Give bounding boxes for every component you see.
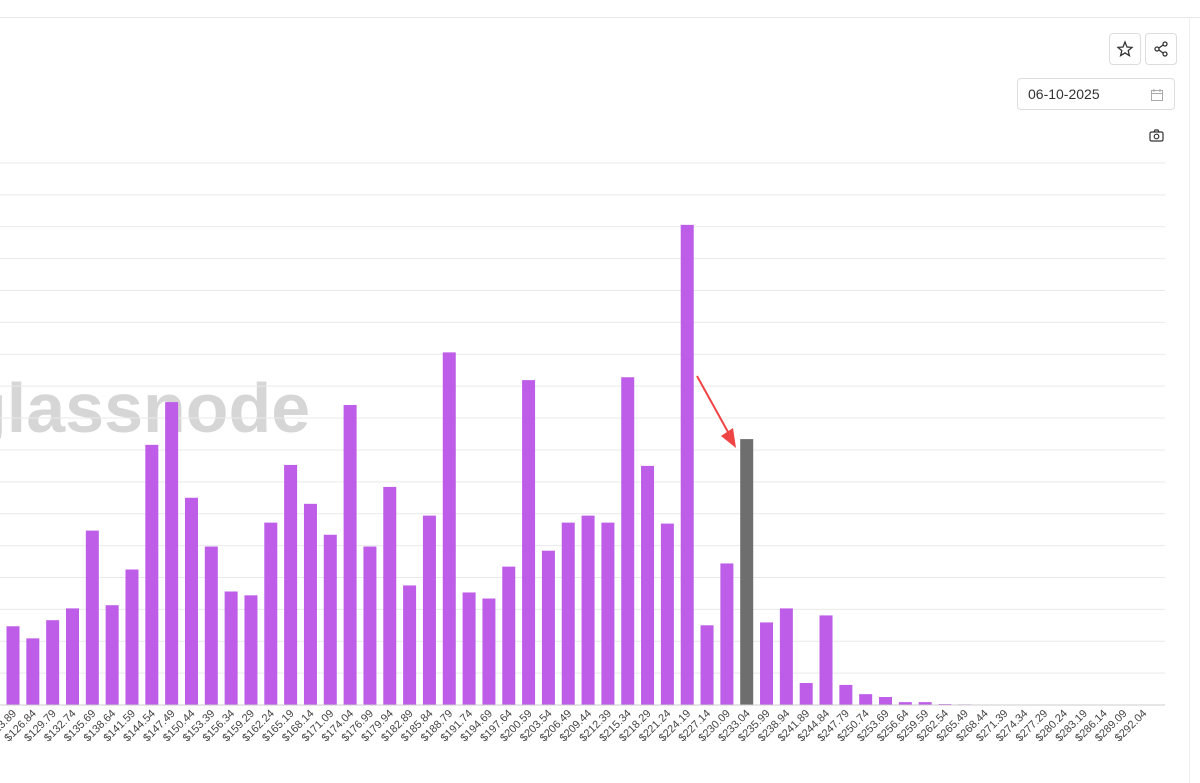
share-icon [1154, 41, 1168, 57]
top-rule [0, 17, 1200, 18]
bar [343, 404, 357, 705]
arrow-head [721, 428, 736, 448]
chart: glassnode $123.89$126.84$129.79$132.74$1… [0, 162, 1165, 744]
favorite-button[interactable] [1109, 33, 1141, 65]
bar [799, 683, 813, 705]
bar [581, 515, 595, 705]
watermark: glassnode [0, 369, 310, 447]
bar [65, 608, 79, 705]
bar [244, 595, 258, 705]
bar [621, 377, 635, 705]
bar [6, 626, 20, 705]
bar [819, 615, 833, 705]
bar [403, 585, 417, 705]
bar [284, 464, 298, 705]
bar [422, 515, 436, 705]
bar [184, 497, 198, 705]
bar [720, 563, 734, 705]
bar [740, 439, 754, 705]
bar [85, 530, 99, 705]
bar [442, 352, 456, 705]
bar [660, 523, 674, 705]
bar [482, 598, 496, 705]
bar [204, 546, 218, 705]
bar [26, 638, 40, 705]
bar [918, 702, 932, 705]
bar [561, 522, 575, 705]
share-button[interactable] [1145, 33, 1177, 65]
date-input[interactable]: 06-10-2025 [1017, 78, 1175, 110]
bar [46, 620, 60, 705]
bar [105, 605, 119, 705]
calendar-icon [1151, 89, 1163, 101]
bar [224, 591, 238, 705]
bar [383, 486, 397, 705]
bar [898, 702, 912, 705]
bar [522, 380, 536, 705]
bar [264, 522, 278, 705]
bar [363, 546, 377, 705]
bar [859, 694, 873, 705]
bar [323, 534, 337, 705]
bar [145, 444, 159, 705]
date-value: 06-10-2025 [1028, 86, 1100, 102]
bar [779, 608, 793, 705]
bar [541, 550, 555, 705]
bar [839, 684, 853, 705]
screenshot-button[interactable] [1148, 128, 1166, 144]
bar [165, 402, 179, 705]
bar [760, 622, 774, 705]
star-icon [1116, 40, 1134, 57]
bar [641, 465, 655, 705]
bar [502, 566, 516, 705]
bar [879, 697, 893, 705]
arrow-shaft [696, 375, 729, 433]
bar [462, 592, 476, 705]
bar [601, 522, 615, 705]
bar [680, 224, 694, 706]
right-rule [1189, 17, 1190, 783]
bar [303, 503, 317, 705]
bar [125, 569, 139, 705]
bar [700, 625, 714, 705]
